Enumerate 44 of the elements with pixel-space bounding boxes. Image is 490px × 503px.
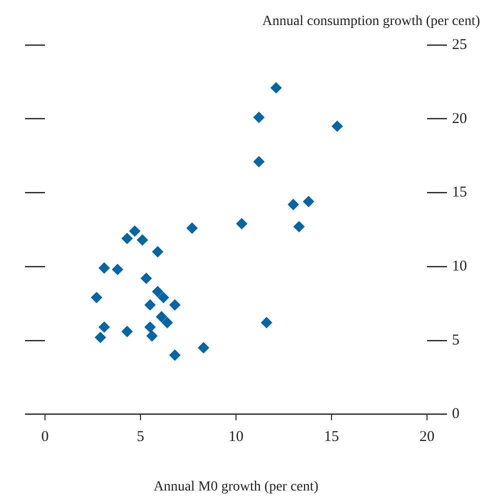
point [152, 286, 164, 298]
point [98, 322, 110, 333]
point [162, 317, 173, 328]
point [146, 330, 158, 342]
point [198, 342, 210, 354]
point [288, 198, 299, 210]
x-tick-label: 10 [228, 429, 244, 446]
point [236, 218, 248, 230]
x-tick-label: 5 [136, 429, 144, 446]
point [332, 120, 343, 132]
point [122, 326, 133, 337]
point [169, 350, 180, 361]
point [144, 299, 156, 310]
point [261, 317, 272, 328]
y-tick-label: 15 [452, 184, 467, 201]
point [136, 234, 148, 246]
point [158, 292, 169, 304]
x-tick-label: 15 [324, 429, 339, 446]
point [122, 232, 133, 244]
point [169, 299, 180, 310]
point [186, 222, 198, 234]
point [156, 311, 168, 322]
x-tick-label: 0 [41, 429, 49, 446]
y-tick-label: 20 [452, 110, 467, 127]
y-tick-label: 0 [452, 406, 460, 422]
point [303, 196, 314, 208]
point [112, 264, 124, 275]
point [253, 156, 264, 168]
y-tick-label: 10 [452, 258, 467, 274]
x-tick-label: 20 [420, 429, 434, 446]
y-tick-label: 5 [452, 332, 460, 348]
point [140, 272, 152, 284]
y-tick-label: 25 [452, 36, 467, 53]
point [91, 292, 102, 304]
point [294, 221, 305, 232]
point [253, 112, 264, 123]
point [152, 246, 164, 258]
point [129, 226, 140, 237]
point [144, 322, 156, 333]
point [270, 82, 282, 94]
y-axis-title: Annual consumption growth (per cent) [262, 14, 480, 30]
point [98, 262, 110, 274]
x-axis-title: Annual M0 growth (per cent) [154, 479, 319, 494]
point [94, 332, 106, 343]
